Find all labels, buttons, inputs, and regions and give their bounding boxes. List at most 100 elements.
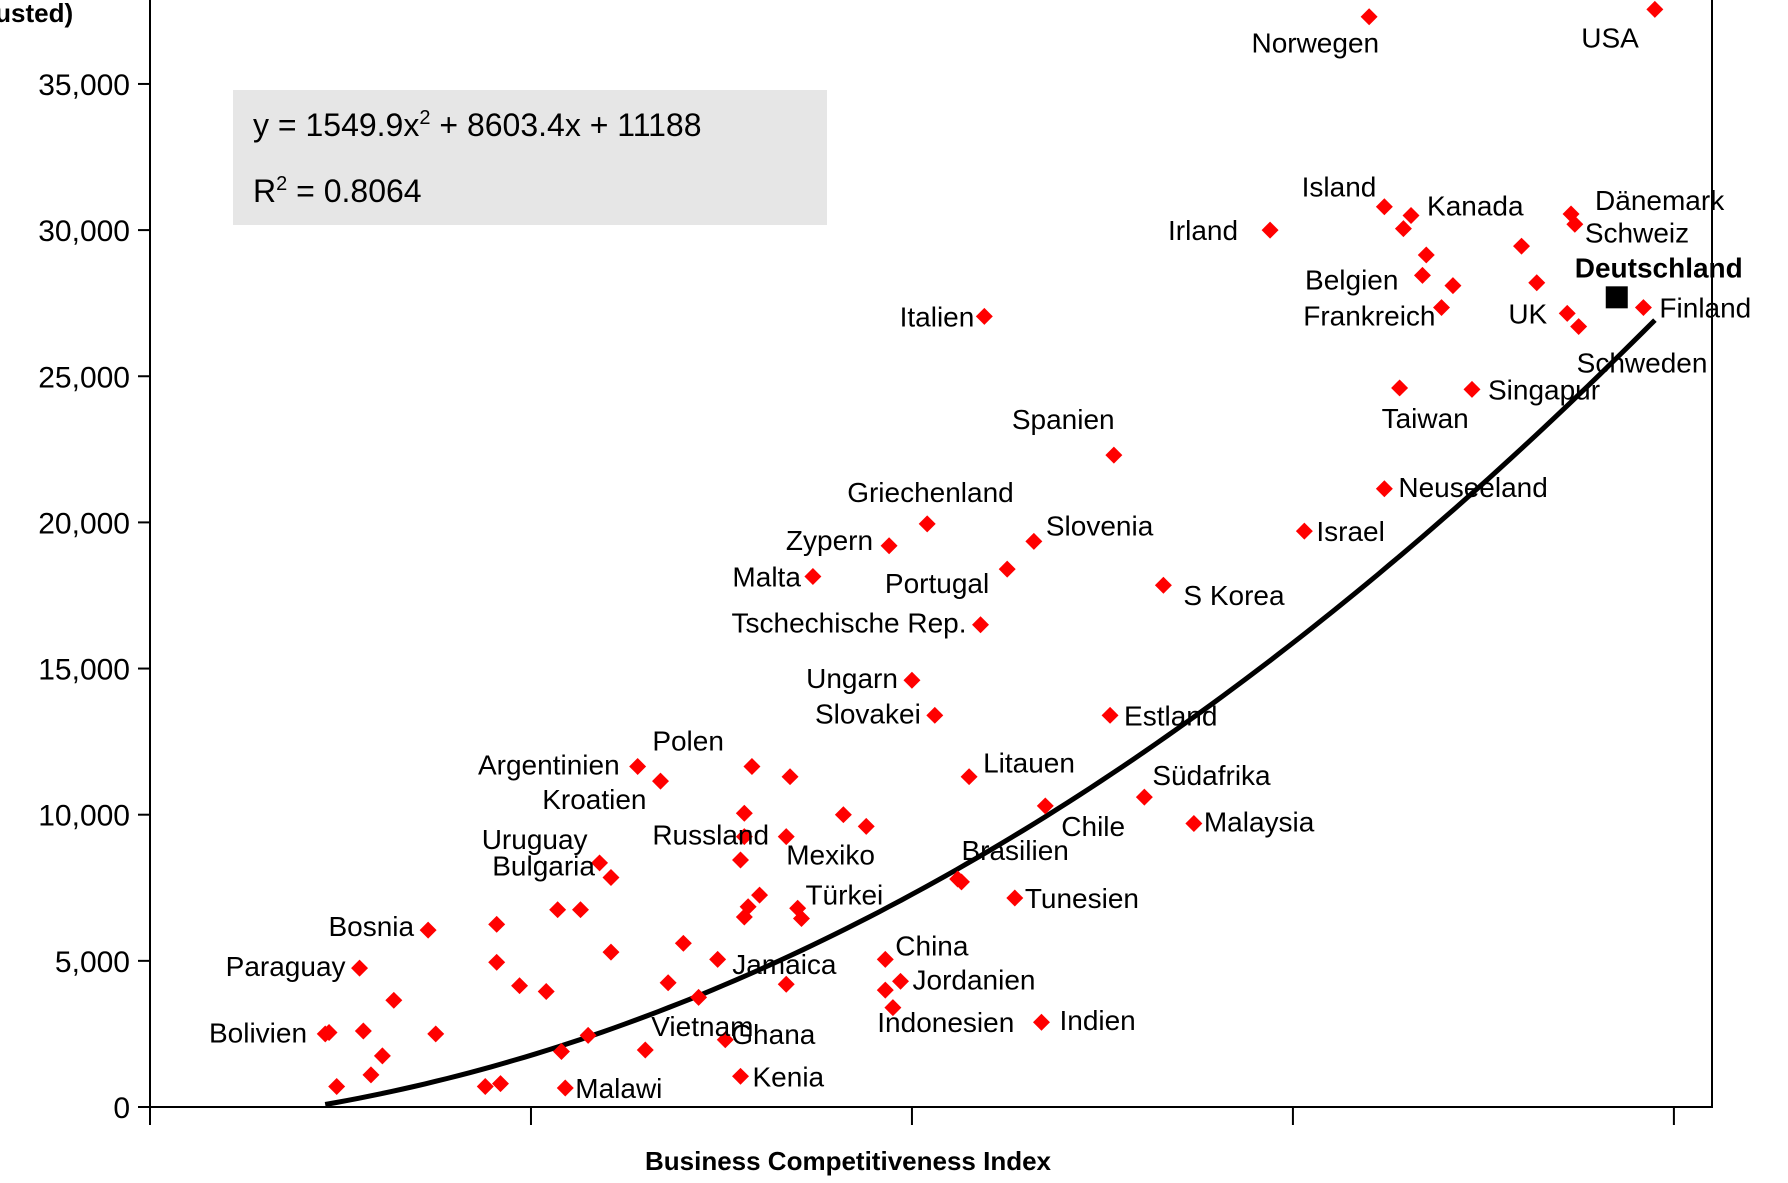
data-point (552, 1042, 570, 1060)
point-label: Slovakei (815, 698, 921, 729)
data-point-bosnia (419, 921, 437, 939)
x-axis-title: Business Competitiveness Index (645, 1146, 1052, 1176)
data-point-finland (1634, 299, 1652, 317)
data-point-kenia (732, 1067, 749, 1085)
data-point (385, 991, 403, 1009)
data-point-island (1375, 198, 1393, 216)
data-point (781, 768, 799, 786)
point-label: Neuseeland (1398, 472, 1547, 503)
data-point (777, 828, 795, 846)
y-tick-label: 15,000 (38, 654, 130, 687)
data-point-indonesien (876, 981, 894, 999)
point-label: Zypern (786, 525, 873, 556)
data-point (354, 1022, 372, 1040)
point-label: Kanada (1427, 190, 1524, 221)
data-point-portugal (998, 560, 1016, 578)
data-point (579, 1026, 597, 1044)
data-point (488, 953, 506, 971)
data-point-italien (975, 307, 993, 325)
data-point (537, 983, 555, 1001)
point-label: Jordanien (913, 964, 1036, 995)
data-point-mexiko (857, 817, 875, 835)
point-labels: Bolivien Paraguay Bosnia Malawi UruguayBulga… (209, 22, 1751, 1104)
data-point-kanada (1402, 206, 1420, 224)
point-label: Argentinien (478, 749, 620, 780)
data-point (674, 934, 692, 952)
point-label: Portugal (885, 568, 989, 599)
point-label: Kenia (753, 1061, 825, 1092)
point-label: Malta (732, 561, 801, 592)
point-label: Chile (1061, 811, 1125, 842)
point-label: China (895, 930, 969, 961)
data-point (476, 1078, 494, 1096)
data-point-südafrika (1135, 788, 1153, 806)
point-label: Bosnia (328, 911, 414, 942)
point-label: Tunesien (1025, 883, 1139, 914)
data-point-slovenia (1025, 532, 1043, 550)
data-point-israel (1295, 522, 1313, 540)
data-point-s-korea (1154, 576, 1172, 594)
point-label: Ghana (731, 1019, 815, 1050)
point-label: Ungarn (806, 663, 898, 694)
y-axis-ticks: 0 5,000 10,000 15,000 20,000 25,000 30,000 35,0… (38, 69, 150, 1125)
deutschland-marker (1605, 286, 1628, 309)
y-tick-label: 30,000 (38, 215, 130, 248)
trendline (324, 318, 1657, 1107)
point-label: Paraguay (226, 951, 346, 982)
point-label: Dänemark (1595, 185, 1725, 216)
data-point-ungarn (903, 671, 921, 689)
data-point-brasilien (952, 873, 970, 891)
data-point (709, 950, 727, 968)
data-point (1513, 237, 1530, 255)
data-point-vietnam (636, 1041, 654, 1059)
data-point (732, 851, 749, 869)
data-point-chile (1036, 797, 1054, 815)
x-axis-ticks (149, 1107, 1675, 1125)
data-point-singapur (1463, 380, 1481, 398)
data-point-paraguay (351, 959, 369, 977)
y-axis-title: djusted) (0, 0, 73, 28)
point-label: Schweden (1577, 348, 1708, 379)
point-label: Bolivien (209, 1017, 307, 1048)
point-label: Slovenia (1046, 510, 1154, 541)
point-label: Uruguay (482, 824, 588, 855)
y-tick-label: 25,000 (38, 361, 130, 394)
data-point (884, 999, 902, 1017)
data-point-estland (1101, 706, 1119, 724)
data-point-türkei (792, 909, 810, 927)
data-point-schweden (1570, 318, 1588, 336)
data-point-china (876, 950, 894, 968)
data-point (1417, 246, 1435, 264)
data-point (572, 901, 589, 919)
point-label: USA (1581, 22, 1639, 53)
data-point-zypern (880, 537, 898, 555)
data-point (373, 1047, 391, 1065)
data-point-russland (735, 828, 753, 846)
data-point-indien (1032, 1013, 1050, 1031)
data-point (602, 943, 620, 961)
point-label: Finland (1659, 293, 1751, 324)
data-point-tschechische-rep- (972, 616, 990, 634)
point-label: Italien (900, 301, 975, 332)
data-point-litauen (960, 768, 978, 786)
data-point-frankreich (1433, 299, 1450, 317)
point-label: Brasilien (961, 835, 1068, 866)
data-point-neuseeland (1375, 480, 1393, 498)
data-point-malawi (556, 1079, 574, 1097)
point-label: Indonesien (877, 1007, 1014, 1038)
point-label: Malaysia (1204, 806, 1315, 837)
data-point-malaysia (1185, 814, 1203, 832)
point-label: Russland (652, 820, 769, 851)
point-label: Jamaica (732, 949, 837, 980)
data-point (427, 1025, 445, 1043)
equation-box (233, 90, 827, 225)
point-label: UK (1508, 298, 1547, 329)
data-point-ghana (716, 1031, 734, 1049)
point-label: Tschechische Rep. (732, 608, 967, 639)
data-point-tunesien (1006, 889, 1024, 907)
data-point-usa (1646, 0, 1664, 18)
point-label: Griechenland (847, 477, 1014, 508)
data-point-belgien (1413, 266, 1431, 284)
data-point-jordanien (892, 972, 910, 990)
data-point-kroatien (652, 772, 669, 790)
